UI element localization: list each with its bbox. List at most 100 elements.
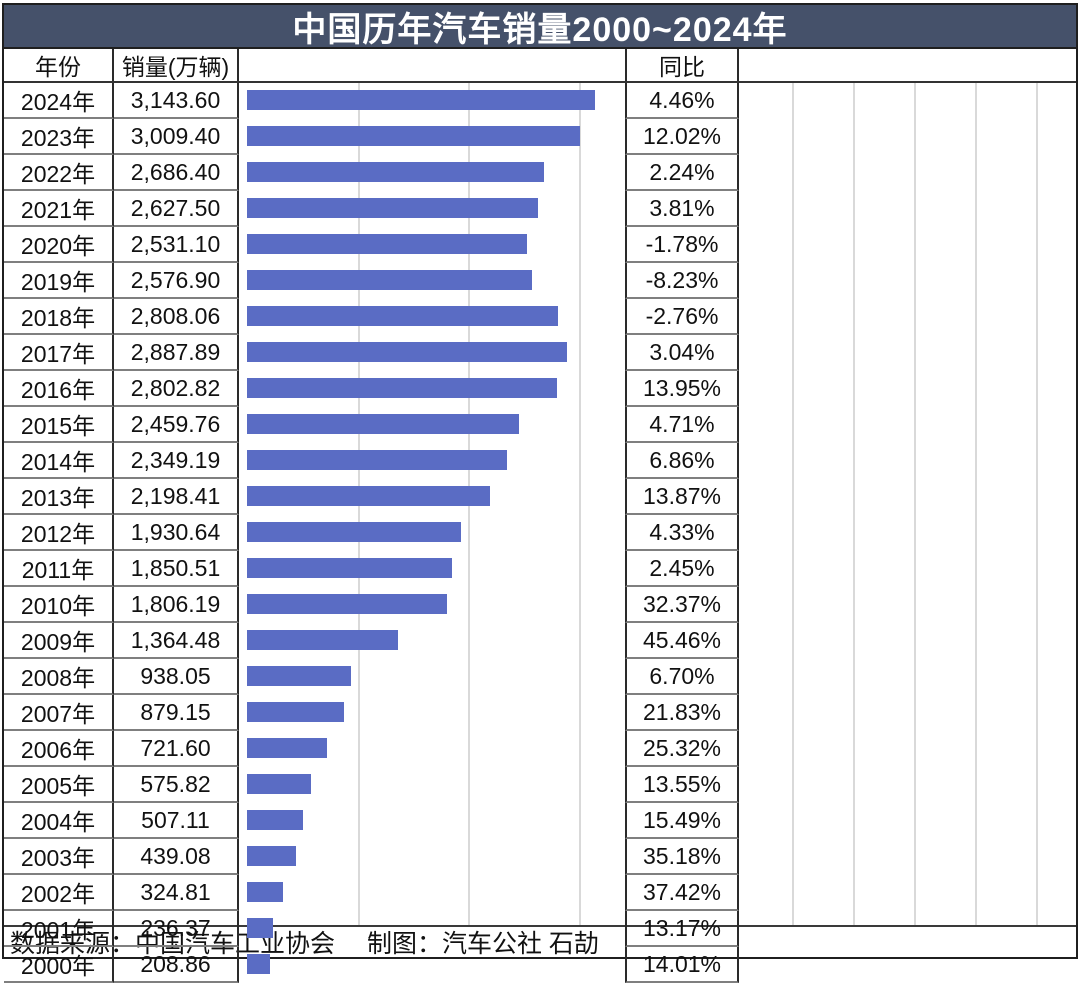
table-row: 2001年 236.37 13.17% [4, 911, 1076, 947]
sales-bar [247, 162, 545, 182]
yoy-cell: 2.45% [625, 551, 739, 587]
sales-bar [247, 954, 271, 974]
year-cell: 2002年 [4, 875, 114, 911]
table-row: 2018年 2,808.06 -2.76% [4, 299, 1076, 335]
table-row: 2006年 721.60 25.32% [4, 731, 1076, 767]
sales-bar [247, 594, 447, 614]
sales-cell: 507.11 [114, 803, 239, 839]
sales-bar [247, 486, 491, 506]
sales-bar [247, 414, 520, 434]
sales-cell: 2,459.76 [114, 407, 239, 443]
yoy-cell: -8.23% [625, 263, 739, 299]
year-cell: 2000年 [4, 947, 114, 983]
sales-cell: 1,364.48 [114, 623, 239, 659]
year-cell: 2006年 [4, 731, 114, 767]
sales-cell: 236.37 [114, 911, 239, 947]
sales-cell: 2,808.06 [114, 299, 239, 335]
sales-bar [247, 270, 533, 290]
sales-bar [247, 522, 461, 542]
sales-bar [247, 234, 528, 254]
yoy-cell: 6.86% [625, 443, 739, 479]
table-row: 2011年 1,850.51 2.45% [4, 551, 1076, 587]
year-cell: 2017年 [4, 335, 114, 371]
yoy-cell: 3.04% [625, 335, 739, 371]
year-cell: 2023年 [4, 119, 114, 155]
year-cell: 2019年 [4, 263, 114, 299]
yoy-cell: 12.02% [625, 119, 739, 155]
table-row: 2019年 2,576.90 -8.23% [4, 263, 1076, 299]
year-cell: 2013年 [4, 479, 114, 515]
yoy-cell: 25.32% [625, 731, 739, 767]
sales-cell: 879.15 [114, 695, 239, 731]
table-row: 2015年 2,459.76 4.71% [4, 407, 1076, 443]
yoy-cell: 32.37% [625, 587, 739, 623]
sales-bar [247, 630, 398, 650]
year-cell: 2012年 [4, 515, 114, 551]
yoy-cell: 13.87% [625, 479, 739, 515]
sales-cell: 439.08 [114, 839, 239, 875]
sales-bar [247, 90, 595, 110]
sales-cell: 1,850.51 [114, 551, 239, 587]
sales-cell: 938.05 [114, 659, 239, 695]
table-header: 年份 销量(万辆) 同比 [4, 49, 1076, 83]
table-row: 2008年 938.05 6.70% [4, 659, 1076, 695]
source-note: 数据来源：中国汽车工业协会 制图：汽车公社 石劼 [4, 925, 1076, 958]
table-row: 2007年 879.15 21.83% [4, 695, 1076, 731]
sales-cell: 324.81 [114, 875, 239, 911]
yoy-cell: 45.46% [625, 623, 739, 659]
table-row: 2020年 2,531.10 -1.78% [4, 227, 1076, 263]
sales-bar [247, 918, 274, 938]
yoy-cell: 4.46% [625, 83, 739, 119]
sales-bar [247, 342, 567, 362]
sales-bar [247, 450, 508, 470]
year-cell: 2008年 [4, 659, 114, 695]
year-cell: 2022年 [4, 155, 114, 191]
year-cell: 2003年 [4, 839, 114, 875]
yoy-cell: -2.76% [625, 299, 739, 335]
year-cell: 2009年 [4, 623, 114, 659]
header-year: 年份 [4, 49, 114, 81]
table-row: 2014年 2,349.19 6.86% [4, 443, 1076, 479]
table-row: 2017年 2,887.89 3.04% [4, 335, 1076, 371]
table-row: 2021年 2,627.50 3.81% [4, 191, 1076, 227]
sales-bar [247, 774, 311, 794]
year-cell: 2001年 [4, 911, 114, 947]
sales-cell: 2,576.90 [114, 263, 239, 299]
year-cell: 2004年 [4, 803, 114, 839]
yoy-cell: 2.24% [625, 155, 739, 191]
sales-cell: 3,143.60 [114, 83, 239, 119]
yoy-cell: 37.42% [625, 875, 739, 911]
table-row: 2010年 1,806.19 32.37% [4, 587, 1076, 623]
year-cell: 2018年 [4, 299, 114, 335]
yoy-cell: 21.83% [625, 695, 739, 731]
sales-cell: 721.60 [114, 731, 239, 767]
sales-cell: 2,802.82 [114, 371, 239, 407]
yoy-cell: 3.81% [625, 191, 739, 227]
table-row: 2002年 324.81 37.42% [4, 875, 1076, 911]
table-row: 2024年 3,143.60 4.46% [4, 83, 1076, 119]
table-row: 2023年 3,009.40 12.02% [4, 119, 1076, 155]
yoy-cell: -1.78% [625, 227, 739, 263]
sales-cell: 2,887.89 [114, 335, 239, 371]
sales-cell: 575.82 [114, 767, 239, 803]
sales-cell: 2,531.10 [114, 227, 239, 263]
sales-cell: 1,806.19 [114, 587, 239, 623]
sales-bar [247, 846, 296, 866]
yoy-cell: 6.70% [625, 659, 739, 695]
header-sales: 销量(万辆) [114, 49, 239, 81]
sales-bar [247, 702, 345, 722]
table-row: 2013年 2,198.41 13.87% [4, 479, 1076, 515]
year-cell: 2005年 [4, 767, 114, 803]
table-row: 2016年 2,802.82 13.95% [4, 371, 1076, 407]
year-cell: 2014年 [4, 443, 114, 479]
header-yoy: 同比 [625, 49, 739, 81]
sales-infographic: 中国历年汽车销量2000~2024年 年份 销量(万辆) 同比 2024年 3,… [2, 3, 1078, 983]
table-body: 2024年 3,143.60 4.46% 2023年 3,009.40 12.0… [4, 83, 1076, 983]
year-cell: 2024年 [4, 83, 114, 119]
header-yoy-chart-spacer [739, 49, 1076, 81]
sales-cell: 2,198.41 [114, 479, 239, 515]
sales-bar [247, 882, 283, 902]
yoy-cell: 14.01% [625, 947, 739, 983]
year-cell: 2011年 [4, 551, 114, 587]
sales-cell: 2,627.50 [114, 191, 239, 227]
